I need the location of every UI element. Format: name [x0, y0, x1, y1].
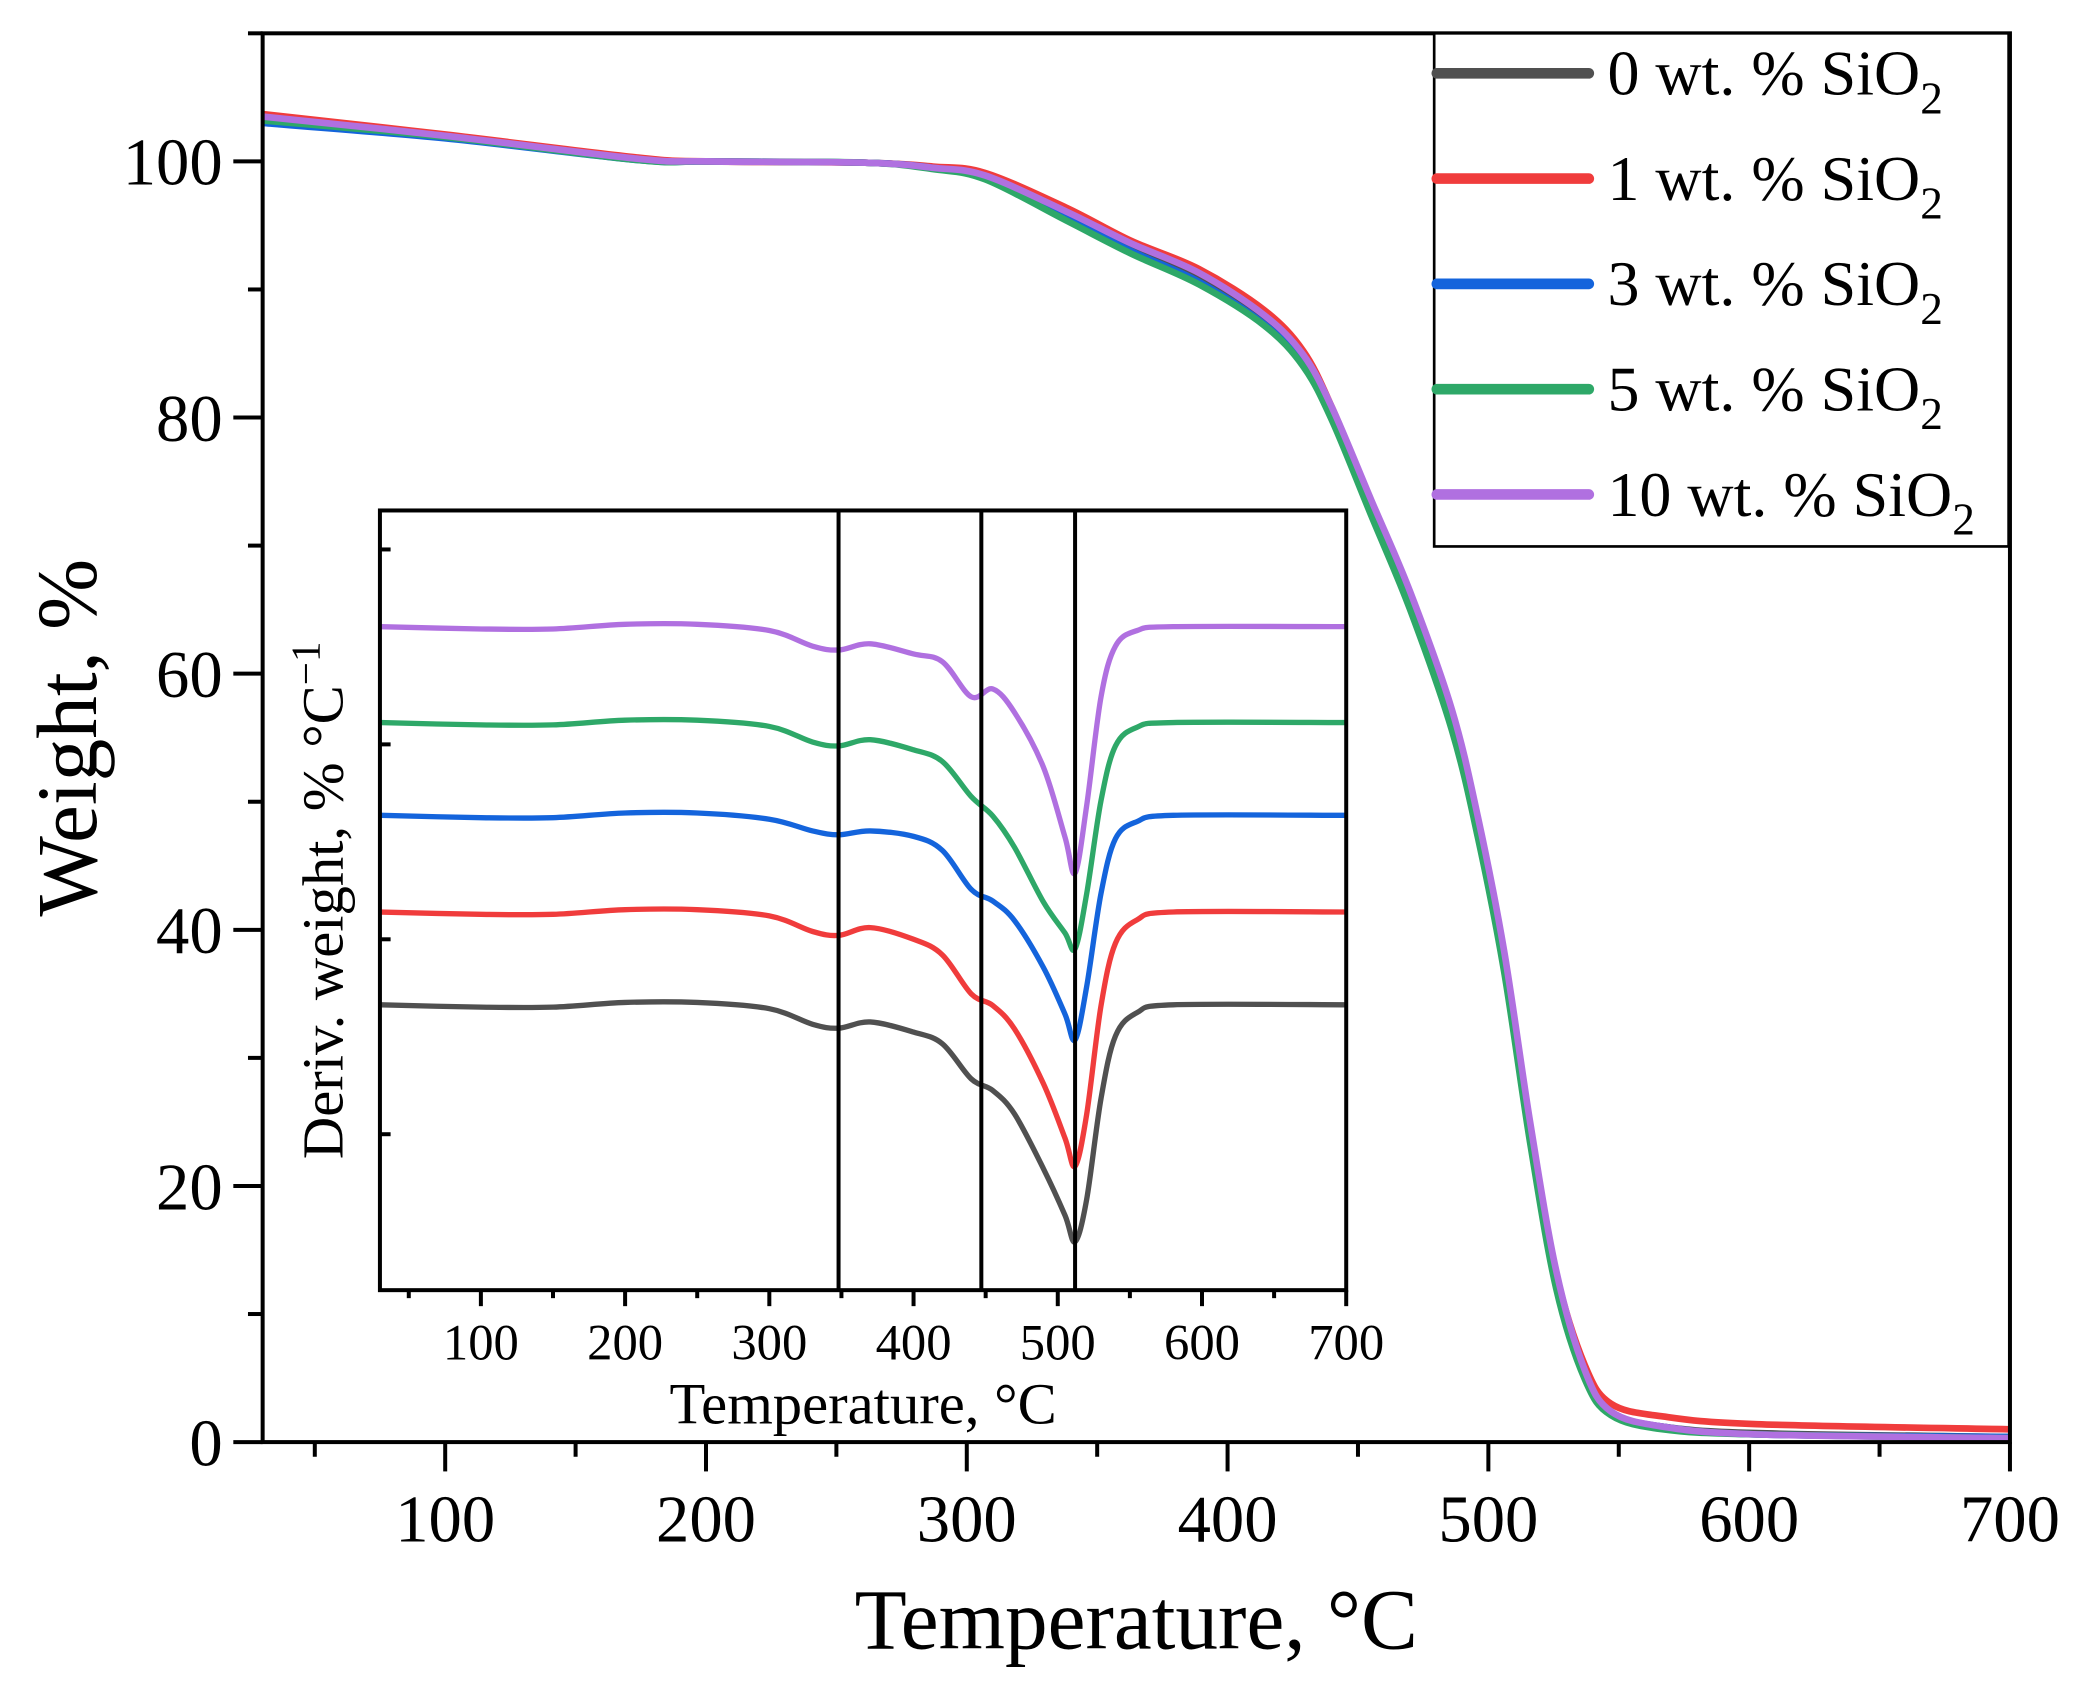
series-line-0	[379, 999, 1347, 1245]
x-tick-label: 200	[587, 1314, 663, 1370]
y-tick-label: 40	[156, 895, 223, 968]
y-tick-label: 20	[156, 1151, 223, 1224]
x-tick-label: 100	[443, 1314, 519, 1370]
x-tick-label: 600	[1699, 1483, 1799, 1556]
main-plot: 100 200 300 400 500 600 700 Temperature, °C 0 20 4…	[21, 31, 2060, 1668]
x-tick-label: 700	[1308, 1314, 1384, 1370]
x-axis-label: Temperature, °C	[855, 1574, 1418, 1668]
y-tick-label: 100	[123, 127, 223, 200]
x-tick-label: 300	[731, 1314, 807, 1370]
x-tick-label: 500	[1020, 1314, 1096, 1370]
plot-frame	[260, 31, 2012, 1445]
legend-label-subscript: 2	[1952, 494, 1975, 544]
legend-label-subscript: 2	[1920, 389, 1943, 439]
series-line-1	[379, 906, 1347, 1170]
x-axis-label: Temperature, °C	[669, 1371, 1056, 1436]
series-line-2	[379, 809, 1347, 1044]
y-tick-label: 60	[156, 639, 223, 712]
x-tick-label: 400	[876, 1314, 952, 1370]
y-axis-label: Deriv. weight, % °C−1	[283, 642, 356, 1160]
y-axis-label-superscript: −1	[283, 642, 329, 686]
inset-dtg-plot: 100 200 300 400 500 600 700 Temperature, °C Deri…	[283, 508, 1384, 1436]
x-tick-label: 300	[917, 1483, 1017, 1556]
series-line-3	[379, 716, 1347, 953]
legend-box	[1432, 31, 2010, 548]
legend-label-subscript: 2	[1920, 179, 1943, 229]
y-axis-label: Weight, %	[21, 559, 115, 917]
y-tick-label: 80	[156, 383, 223, 456]
legend-label-subscript: 2	[1920, 284, 1943, 334]
x-tick-label: 700	[1960, 1483, 2060, 1556]
plot-frame	[377, 508, 1349, 1293]
series-line-4	[262, 113, 2011, 1442]
x-tick-label: 400	[1178, 1483, 1278, 1556]
series-line-4	[379, 620, 1347, 877]
x-tick-label: 200	[656, 1483, 756, 1556]
x-tick-label: 500	[1438, 1483, 1538, 1556]
y-tick-label: 0	[189, 1407, 222, 1480]
legend-label-subscript: 2	[1920, 73, 1943, 123]
x-tick-label: 600	[1164, 1314, 1240, 1370]
x-tick-label: 100	[395, 1483, 495, 1556]
